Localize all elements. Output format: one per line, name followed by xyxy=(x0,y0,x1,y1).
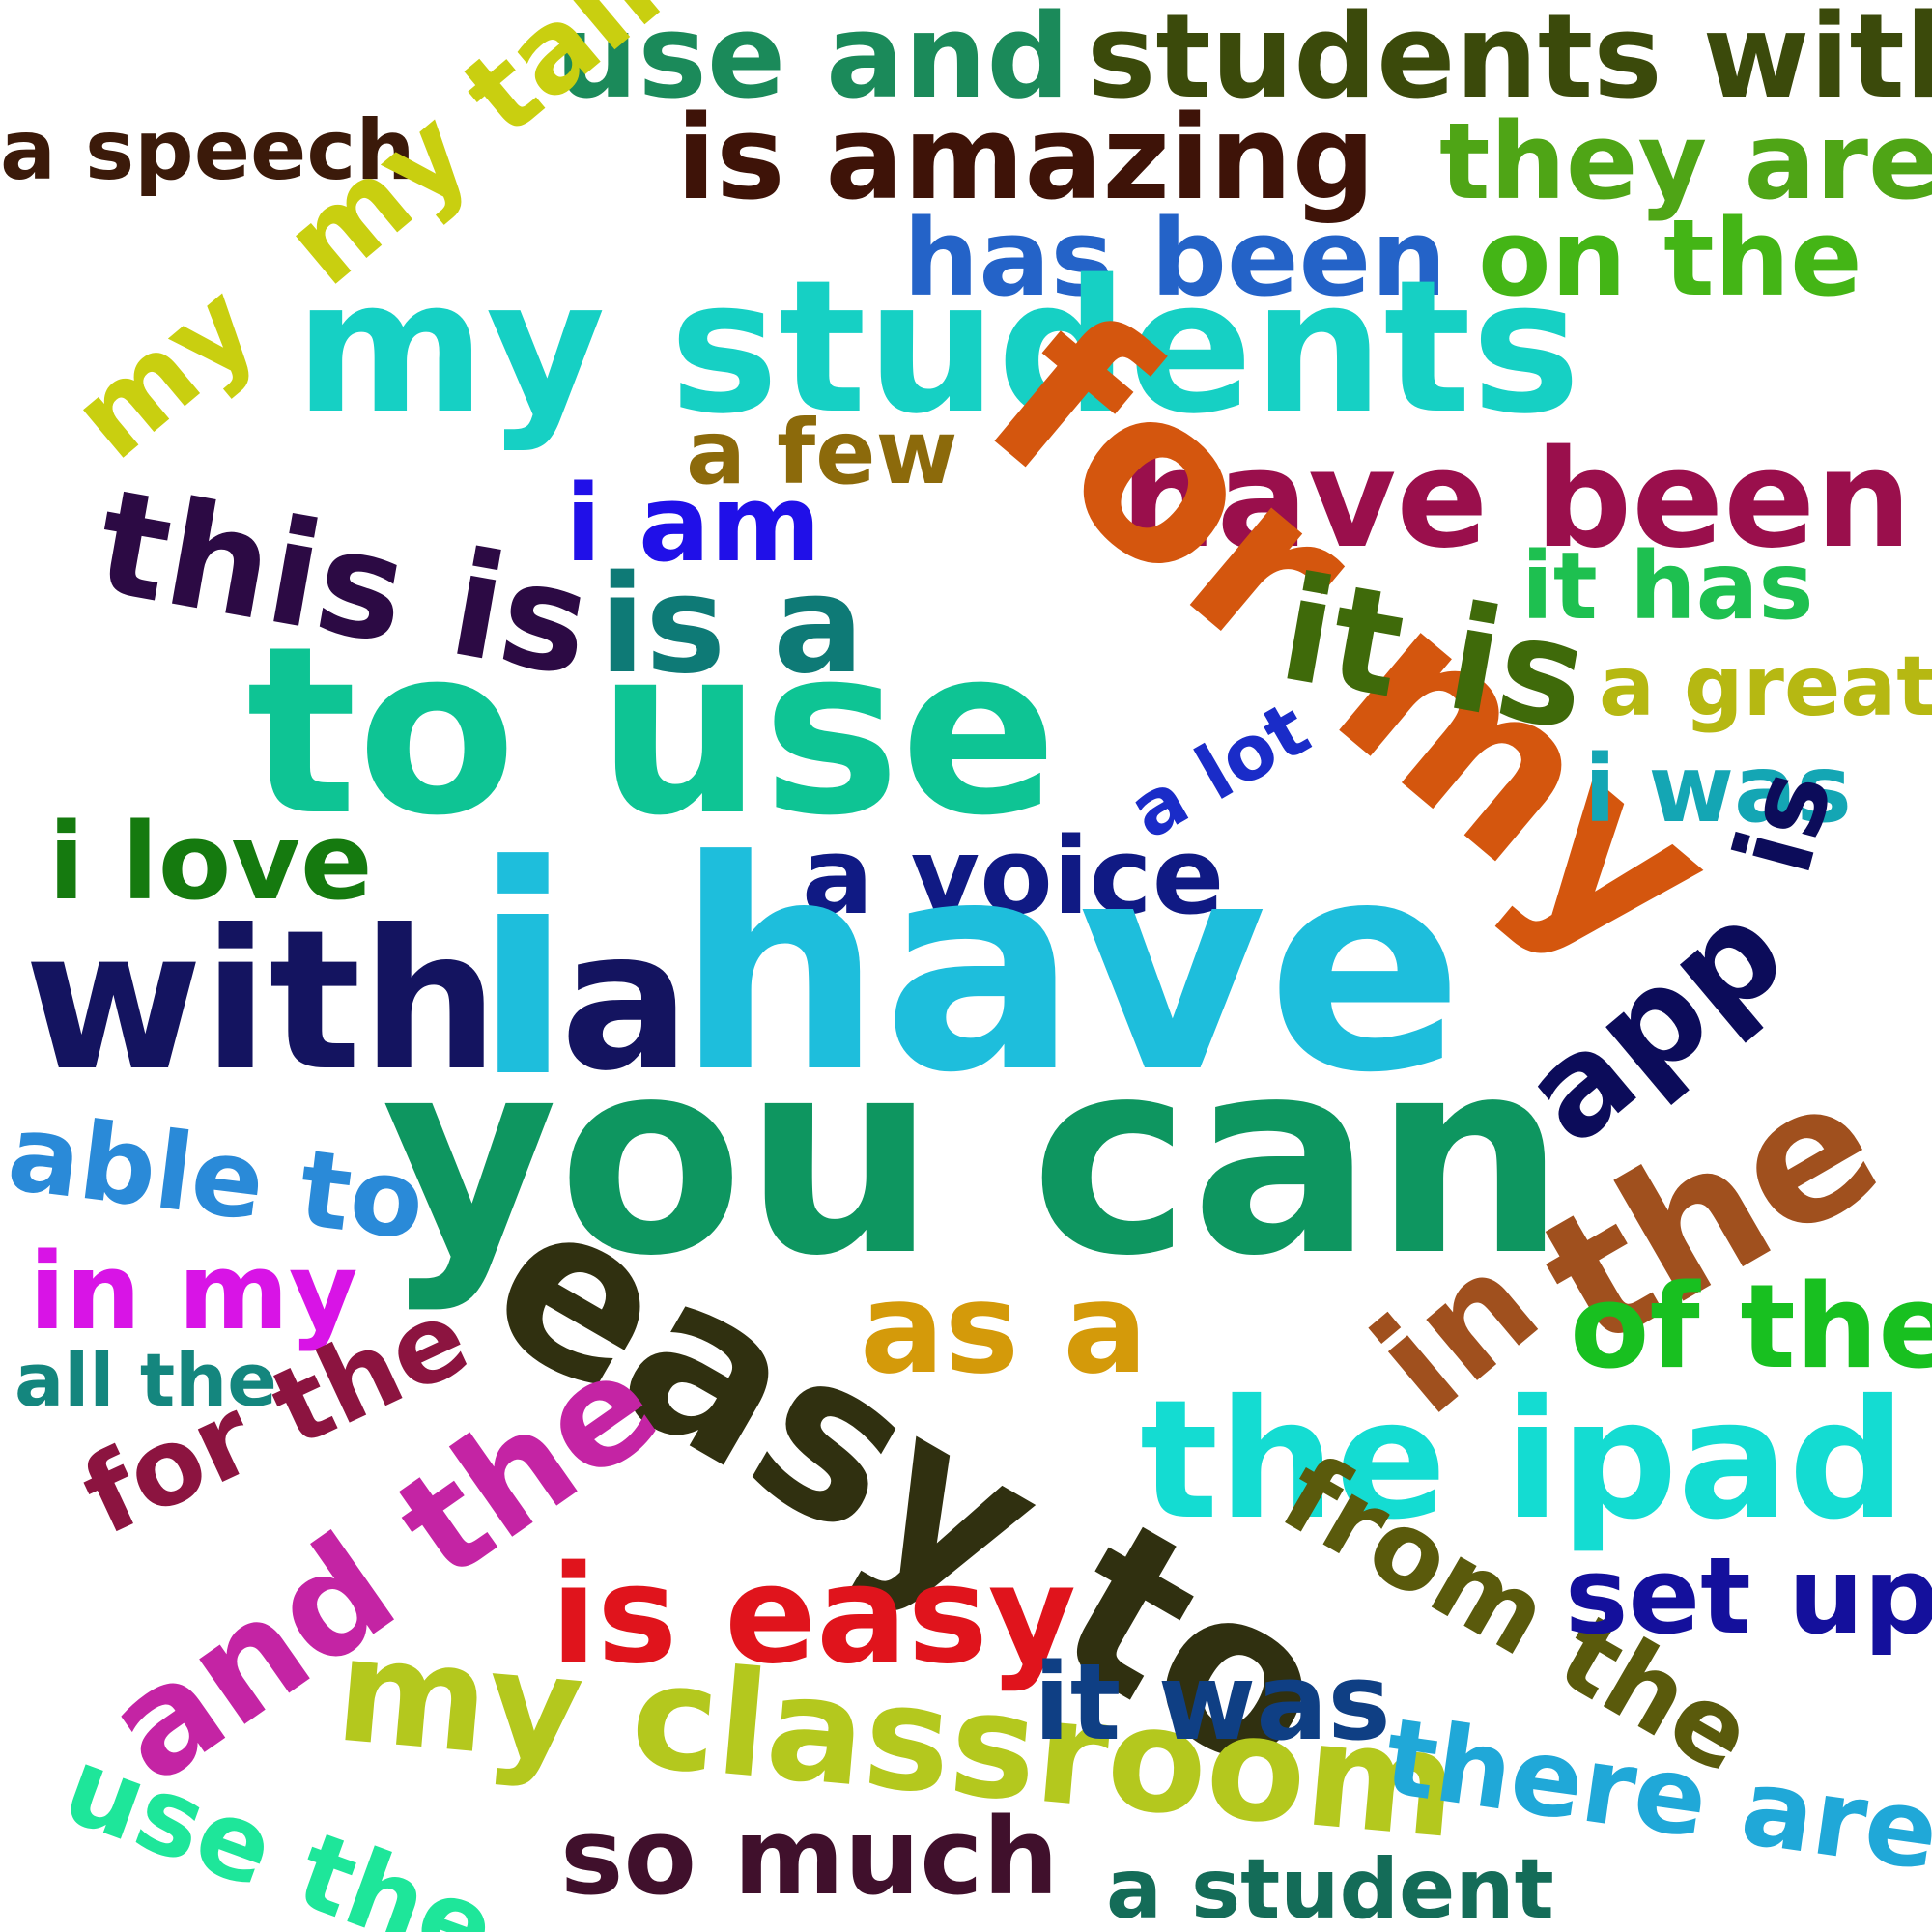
word-it-was: it was xyxy=(1034,1640,1391,1764)
word-a-voice: a voice xyxy=(802,814,1224,938)
word-my-students: my students xyxy=(295,241,1580,454)
word-so-much: so much xyxy=(560,1795,1059,1918)
word-they-are: they are xyxy=(1439,99,1932,223)
word-have-been: have been xyxy=(1121,421,1912,579)
word-a-student: a student xyxy=(1106,1841,1554,1932)
word-has-been: has been xyxy=(903,196,1447,320)
word-i-am: i am xyxy=(565,462,821,585)
word-to-use: to use xyxy=(246,596,1058,867)
word-my: my xyxy=(47,258,281,484)
word-i-love: i love xyxy=(48,800,373,923)
word-the-ipad: the ipad xyxy=(1140,1365,1906,1556)
word-set-up: set up xyxy=(1565,1534,1932,1658)
word-i: i xyxy=(473,804,573,1141)
word-a-speech: a speech xyxy=(0,102,415,199)
word-all-the: all the xyxy=(14,1337,277,1423)
word-you-can: you can xyxy=(382,1001,1566,1316)
word-with: with xyxy=(24,889,498,1114)
word-a: a xyxy=(560,889,691,1114)
word-is-a: is a xyxy=(599,547,865,704)
word-use-and: use and xyxy=(555,0,1069,125)
word-a-great: a great xyxy=(1599,639,1932,735)
word-i-was: i was xyxy=(1584,735,1852,843)
word-students-with: students with xyxy=(1087,0,1932,125)
word-a-few: a few xyxy=(686,401,958,504)
word-on-the: on the xyxy=(1478,196,1862,320)
word-is-amazing: is amazing xyxy=(676,92,1376,226)
word-it-has: it has xyxy=(1521,532,1813,640)
word-in-my: in my xyxy=(29,1230,358,1353)
word-of-the: of the xyxy=(1570,1261,1932,1395)
word-as-a: as a xyxy=(860,1255,1148,1402)
word-have: have xyxy=(676,799,1463,1136)
word-is-easy: is easy xyxy=(551,1537,1076,1694)
